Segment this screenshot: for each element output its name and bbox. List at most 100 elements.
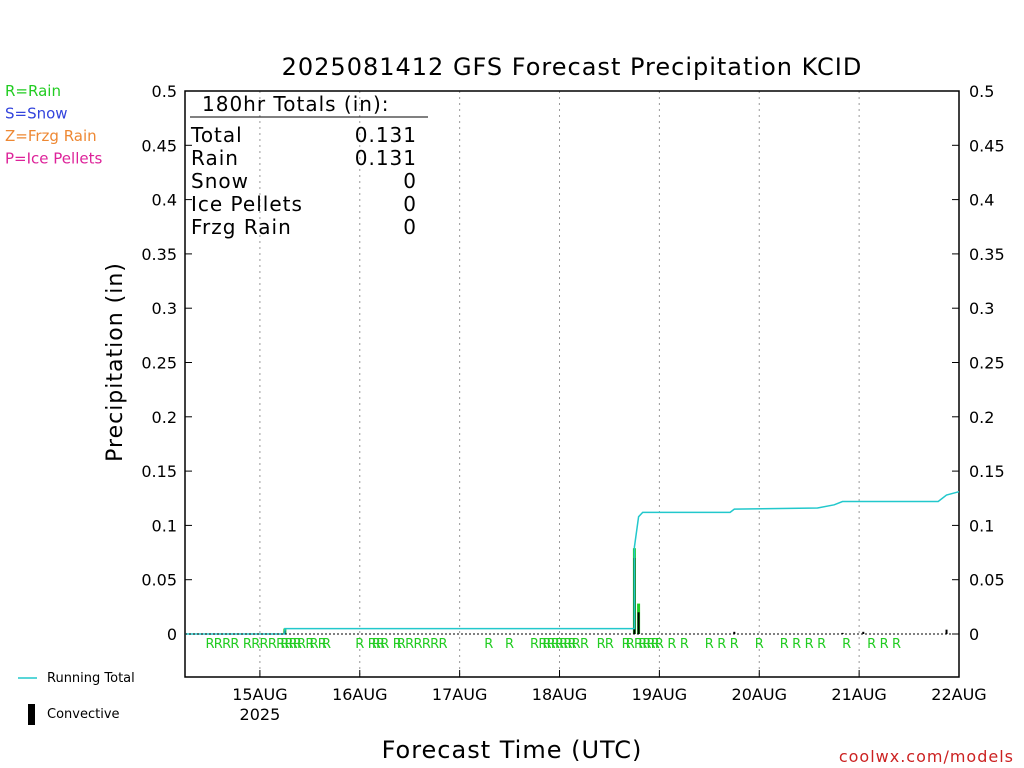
ptype-mark: R (268, 637, 277, 652)
ptype-mark: R (309, 637, 318, 652)
ptype-mark: R (484, 637, 493, 652)
y-tick-label-right: 0.4 (969, 191, 994, 210)
x-tick-label: 15AUG (232, 685, 287, 704)
ptype-mark: R (680, 637, 689, 652)
precip-bars (283, 548, 948, 634)
ptype-mark: R (376, 637, 385, 652)
ptype-mark: R (372, 637, 381, 652)
ptype-mark: R (322, 637, 331, 652)
y-tick-label-right: 0.3 (969, 299, 994, 318)
y-tick-label: 0.2 (152, 408, 177, 427)
totals-value: 0.131 (355, 146, 417, 170)
x-tick-label: 19AUG (632, 685, 687, 704)
ptype-mark: R (651, 637, 660, 652)
ptype-mark: R (405, 637, 414, 652)
ptype-mark: R (214, 637, 223, 652)
ptype-mark: R (280, 637, 289, 652)
ptype-mark: R (730, 637, 739, 652)
y-tick-label: 0 (167, 625, 177, 644)
ptype-mark: R (780, 637, 789, 652)
ptype-mark: R (667, 637, 676, 652)
y-axis-label: Precipitation (in) (103, 262, 128, 462)
y-tick-label: 0.4 (152, 191, 177, 210)
y-tick-label: 0.25 (141, 354, 177, 373)
ptype-mark: R (538, 637, 547, 652)
ptype-mark: R (792, 637, 801, 652)
ptype-mark: R (397, 637, 406, 652)
legend-label: Convective (47, 707, 120, 722)
ptype-mark: R (243, 637, 252, 652)
ptype-mark: R (530, 637, 539, 652)
x-tick-label: 16AUG (332, 685, 387, 704)
ptype-mark: R (305, 637, 314, 652)
ptype-mark: R (880, 637, 889, 652)
gridlines (259, 91, 860, 677)
ptype-mark: R (438, 637, 447, 652)
ptype-legend-item: P=Ice Pellets (5, 150, 102, 168)
ptype-mark: R (805, 637, 814, 652)
y-tick-label-right: 0.5 (969, 82, 994, 101)
y-tick-label-right: 0.25 (969, 354, 1005, 373)
ptype-mark: R (655, 637, 664, 652)
ptype-mark: R (605, 637, 614, 652)
legend-label: Running Total (47, 671, 135, 686)
y-tick-label: 0.45 (141, 136, 177, 155)
ptype-mark: R (547, 637, 556, 652)
ptype-mark: R (297, 637, 306, 652)
convective-bar (841, 632, 844, 634)
ptype-mark: R (867, 637, 876, 652)
x-axis-label: Forecast Time (UTC) (382, 736, 643, 764)
ptype-mark: R (393, 637, 402, 652)
totals-header: 180hr Totals (in): (202, 92, 390, 116)
ptype-mark: R (580, 637, 589, 652)
ptype-legend-item: S=Snow (5, 105, 68, 123)
ptype-mark: R (380, 637, 389, 652)
ptype-mark: R (551, 637, 560, 652)
ptype-mark: R (285, 637, 294, 652)
ptype-mark: R (555, 637, 564, 652)
y-tick-label: 0.15 (141, 462, 177, 481)
totals-box: 180hr Totals (in): Total 0.131 Rain 0.131 Sn… (190, 92, 428, 239)
ptype-mark: R (251, 637, 260, 652)
ptype-mark: R (626, 637, 635, 652)
y-tick-label-right: 0 (969, 625, 979, 644)
ptype-mark: R (597, 637, 606, 652)
x-tick-label: 18AUG (532, 685, 587, 704)
ptype-mark: R (647, 637, 656, 652)
chart-title: 2025081412 GFS Forecast Precipitation KC… (282, 53, 863, 81)
ptype-mark: R (276, 637, 285, 652)
ptype-mark: R (705, 637, 714, 652)
y-tick-label: 0.05 (141, 571, 177, 590)
y-axis: 0 00.05 0.050.1 0.10.15 0.150.2 0.20.25 0.250.… (141, 82, 1004, 644)
ptype-mark: R (430, 637, 439, 652)
y-tick-label: 0.5 (152, 82, 177, 101)
x-tick-label: 17AUG (432, 685, 487, 704)
convective-bar (862, 631, 865, 634)
totals-value: 0 (403, 192, 417, 216)
ptype-mark: R (842, 637, 851, 652)
y-tick-label: 0.35 (141, 245, 177, 264)
totals-label: Total (190, 123, 243, 147)
totals-label: Ice Pellets (191, 192, 303, 216)
totals-label: Rain (191, 146, 239, 170)
totals-value: 0 (403, 169, 417, 193)
ptype-mark: R (563, 637, 572, 652)
y-tick-label-right: 0.15 (969, 462, 1005, 481)
ptype-mark: R (559, 637, 568, 652)
series-legend: Running Total Convective (18, 671, 135, 725)
running-total-line (185, 490, 960, 635)
y-tick-label-right: 0.35 (969, 245, 1005, 264)
ptype-mark: R (543, 637, 552, 652)
x-tick-label: 22AUG (931, 685, 986, 704)
y-tick-label-right: 0.05 (969, 571, 1005, 590)
ptype-legend: R=Rain S=Snow Z=Frzg Rain P=Ice Pellets (5, 82, 102, 168)
ptype-mark: R (634, 637, 643, 652)
y-tick-label-right: 0.2 (969, 408, 994, 427)
ptype-mark: R (567, 637, 576, 652)
totals-label: Snow (191, 169, 249, 193)
ptype-mark: R (572, 637, 581, 652)
ptype-mark: R (260, 637, 269, 652)
ptype-mark: R (892, 637, 901, 652)
